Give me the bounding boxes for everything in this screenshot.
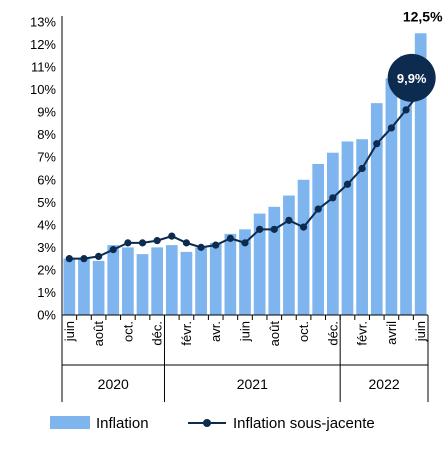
x-tick-label: avril — [384, 321, 399, 345]
underlying-inflation-point — [329, 194, 337, 202]
x-tick-label: juin — [62, 321, 77, 342]
inflation-bar — [78, 258, 90, 315]
y-tick-label: 5% — [37, 195, 56, 210]
inflation-bar — [107, 245, 120, 315]
underlying-inflation-point — [299, 223, 308, 231]
inflation-bar — [297, 179, 310, 315]
x-tick-label: févr. — [179, 321, 194, 346]
y-tick-label: 12% — [30, 37, 56, 52]
axis-layer: 0% 1% 2% 3% 4% 5% 6% 7% 8% 9% 10% 11% 12% 13% juin août… — [30, 15, 429, 402]
y-tick-label: 6% — [37, 172, 56, 187]
underlying-inflation-point — [285, 216, 293, 224]
x-tick-label: avr. — [208, 321, 223, 342]
underlying-inflation-point — [387, 124, 395, 132]
x-tick-label: déc. — [325, 321, 340, 346]
inflation-bar — [165, 245, 178, 315]
y-tick-label: 4% — [37, 217, 56, 232]
inflation-bar — [370, 103, 383, 315]
y-tick-label: 11% — [31, 60, 56, 75]
y-tick-label: 1% — [37, 285, 56, 300]
legend-underlying-marker — [203, 419, 211, 427]
x-tick-label: déc. — [150, 321, 165, 346]
inflation-bar — [239, 229, 251, 315]
y-tick-label: 7% — [37, 150, 56, 165]
x-tick-label: févr. — [355, 321, 370, 346]
underlying-inflation-point — [95, 252, 103, 260]
last-bar-value-label: 12,5% — [403, 8, 443, 24]
underlying-inflation-point — [358, 164, 366, 173]
y-tick-label: 13% — [30, 15, 56, 30]
inflation-bar — [341, 141, 354, 315]
underlying-inflation-point — [197, 243, 205, 251]
inflation-bar — [356, 139, 368, 315]
inflation-bar — [400, 55, 412, 316]
line-layer — [65, 91, 422, 263]
badge-circle — [387, 53, 436, 102]
x-tick-label: oct. — [296, 321, 311, 342]
inflation-bar — [122, 247, 134, 315]
x-tick-label: août — [91, 321, 106, 347]
underlying-inflation-point — [402, 106, 410, 114]
year-label: 2022 — [369, 376, 400, 392]
inflation-bar — [326, 152, 339, 315]
underlying-inflation-point — [212, 241, 220, 249]
year-label: 2021 — [237, 376, 268, 392]
x-tick-label: oct. — [120, 321, 135, 342]
y-tick-label: 2% — [37, 262, 56, 277]
underlying-inflation-point — [168, 232, 176, 240]
inflation-bar — [312, 163, 325, 315]
underlying-inflation-point — [373, 140, 381, 148]
inflation-bar — [136, 254, 149, 315]
x-tick-label: août — [267, 321, 282, 347]
inflation-bar — [63, 258, 76, 315]
inflation-bar — [224, 233, 237, 315]
legend-inflation-label: Inflation — [96, 415, 149, 432]
inflation-bar — [268, 206, 281, 315]
inflation-bar — [385, 78, 398, 315]
underlying-inflation-point — [314, 205, 322, 213]
y-tick-label: 10% — [30, 82, 56, 97]
y-tick-label: 8% — [37, 127, 56, 142]
year-label: 2020 — [98, 376, 129, 392]
underlying-inflation-point — [226, 234, 234, 242]
inflation-bar — [283, 195, 295, 315]
underlying-inflation-point — [109, 246, 117, 254]
inflation-bar — [253, 213, 266, 315]
x-tick-label: juin — [238, 321, 253, 342]
inflation-bar — [92, 260, 105, 315]
y-tick-label: 0% — [37, 308, 56, 323]
x-tick-label: juin — [413, 321, 428, 342]
underlying-inflation-point — [270, 225, 278, 233]
inflation-bar — [195, 247, 207, 315]
inflation-bar — [180, 251, 193, 315]
underlying-inflation-point — [182, 239, 191, 247]
legend-inflation-swatch — [50, 416, 90, 429]
underlying-inflation-point — [153, 237, 161, 245]
bars-layer — [63, 33, 427, 316]
legend: Inflation Inflation sous-jacente — [50, 415, 375, 432]
underlying-inflation-point — [241, 239, 249, 247]
inflation-bar — [151, 247, 164, 315]
y-tick-label: 9% — [37, 105, 56, 120]
underlying-inflation-point — [80, 255, 88, 263]
y-tick-label: 3% — [37, 240, 56, 255]
underlying-inflation-point — [343, 180, 352, 188]
underlying-inflation-point — [138, 239, 147, 247]
inflation-bar — [209, 242, 222, 315]
line-last-value-badge: 9,9% — [387, 53, 436, 102]
underlying-inflation-point — [256, 225, 264, 233]
underlying-inflation-point — [65, 255, 73, 263]
badge-value-label: 9,9% — [397, 71, 427, 86]
underlying-inflation-point — [124, 239, 132, 247]
legend-underlying-label: Inflation sous-jacente — [233, 415, 375, 432]
inflation-bar — [414, 33, 427, 316]
